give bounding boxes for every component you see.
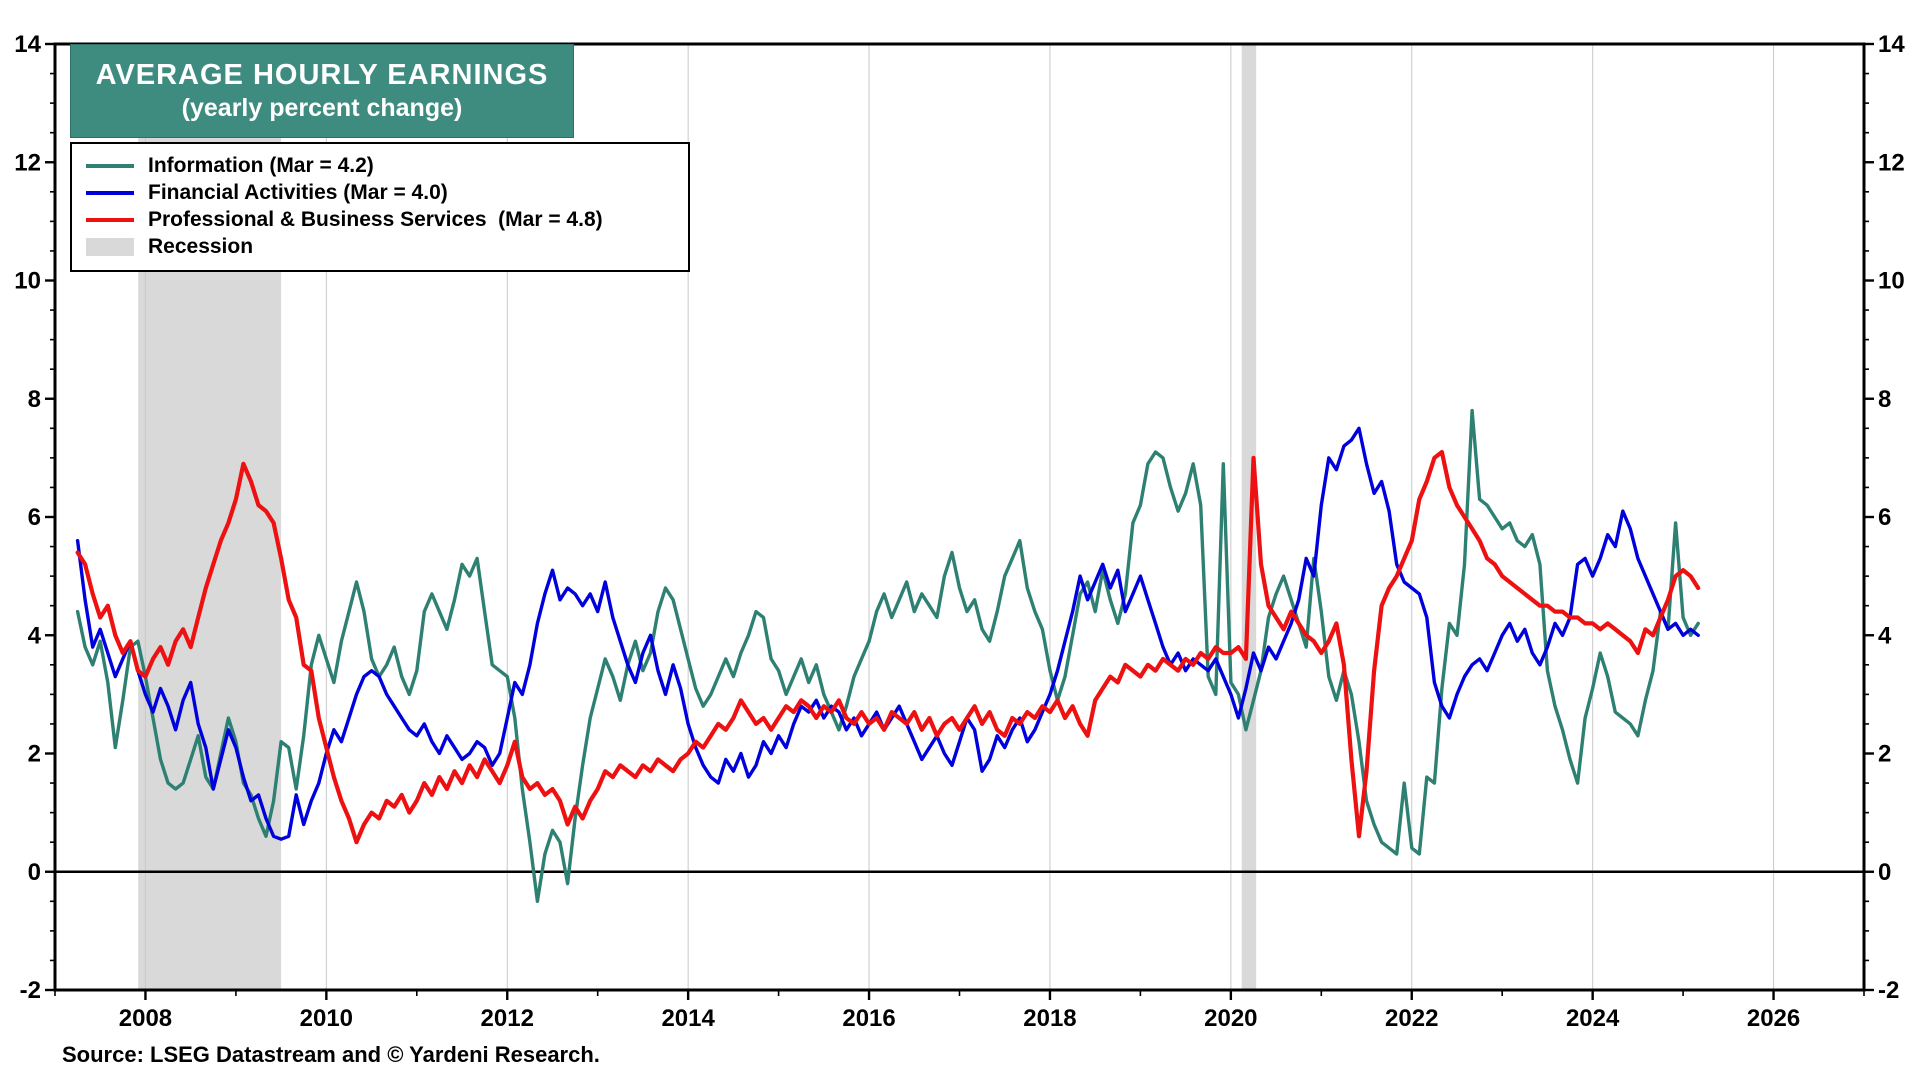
legend-label-recession: Recession (148, 234, 254, 258)
y-axis-label-right: 14 (1878, 31, 1905, 58)
x-axis-label: 2014 (661, 1005, 715, 1032)
x-axis-label: 2012 (481, 1005, 534, 1032)
y-axis-label-right: 2 (1878, 741, 1891, 768)
legend-label-professional-business-services: Professional & Business Services (Mar = … (148, 207, 603, 231)
professional-business-services-series-line (75, 449, 1701, 845)
y-axis-label-right: 4 (1878, 622, 1892, 649)
x-axis-label: 2024 (1566, 1005, 1620, 1032)
x-axis-label: 2026 (1747, 1005, 1800, 1032)
y-axis-label-right: 10 (1878, 268, 1905, 295)
y-axis-label-left: 10 (14, 268, 41, 295)
y-axis-label-left: 12 (14, 149, 41, 176)
y-axis-label-left: 6 (28, 504, 41, 531)
x-axis-label: 2020 (1204, 1005, 1257, 1032)
x-axis-label: 2016 (842, 1005, 895, 1032)
x-axis-label: 2010 (300, 1005, 353, 1032)
legend-item-professional-business-services: Professional & Business Services (Mar = … (86, 206, 674, 233)
financial-activities-line-swatch (86, 190, 134, 195)
y-axis-label-left: 8 (28, 386, 41, 413)
legend-item-recession: Recession (86, 233, 674, 260)
information-line-swatch (86, 163, 134, 168)
y-axis-label-right: -2 (1878, 977, 1899, 1004)
chart-title-box: AVERAGE HOURLY EARNINGS (yearly percent … (70, 44, 574, 138)
chart-title: AVERAGE HOURLY EARNINGS (95, 59, 549, 91)
recession-patch-swatch (86, 237, 134, 256)
x-axis-label: 2008 (119, 1005, 172, 1032)
professional-business-services-line-swatch (86, 217, 134, 222)
chart-subtitle: (yearly percent change) (181, 94, 463, 123)
y-axis-label-left: 4 (28, 622, 42, 649)
y-axis-label-left: 0 (28, 859, 41, 886)
legend-label-financial-activities: Financial Activities (Mar = 4.0) (148, 180, 448, 204)
legend-label-information: Information (Mar = 4.2) (148, 153, 374, 177)
x-axis-label: 2018 (1023, 1005, 1076, 1032)
source-note: Source: LSEG Datastream and © Yardeni Re… (62, 1042, 600, 1067)
y-axis-label-left: 2 (28, 741, 41, 768)
legend-item-information: Information (Mar = 4.2) (86, 152, 674, 179)
y-axis-label-left: 14 (14, 31, 41, 58)
y-axis-label-right: 8 (1878, 386, 1891, 413)
y-axis-label-right: 6 (1878, 504, 1891, 531)
legend-item-financial-activities: Financial Activities (Mar = 4.0) (86, 179, 674, 206)
x-axis-label: 2022 (1385, 1005, 1438, 1032)
recession-band (1241, 44, 1257, 990)
y-axis-label-right: 0 (1878, 859, 1891, 886)
y-axis-label-left: -2 (20, 977, 41, 1004)
legend: Information (Mar = 4.2) Financial Activi… (70, 142, 690, 272)
y-axis-label-right: 12 (1878, 149, 1905, 176)
information-series-line (75, 408, 1700, 903)
